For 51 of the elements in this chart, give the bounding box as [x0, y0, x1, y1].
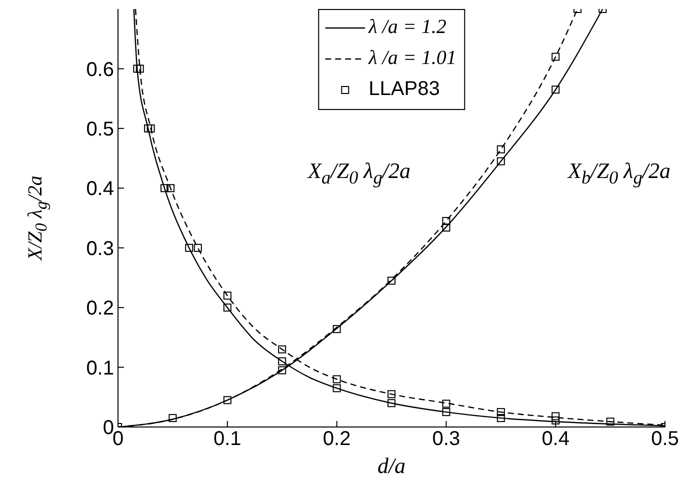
y-tick-label: 0.4 [86, 178, 114, 200]
x-tick-label: 0.5 [651, 428, 679, 450]
y-tick-label: 0.5 [86, 118, 114, 141]
point [278, 357, 286, 366]
annotation: X$_{b}$/Z$_{0}$ λ$_{g}$/2a [568, 158, 670, 188]
point [278, 366, 286, 374]
x-tick-label: 0.4 [542, 428, 570, 450]
point [552, 52, 560, 61]
x-tick-label: 0.3 [432, 428, 460, 450]
point [223, 292, 232, 300]
y-tick-label: 0.1 [86, 357, 114, 380]
point [168, 414, 177, 422]
point [223, 396, 232, 404]
point [442, 216, 450, 225]
point [496, 408, 505, 416]
point [388, 390, 396, 398]
legend-label: LLAP83 [368, 78, 440, 101]
point [606, 418, 614, 426]
point [496, 157, 505, 166]
point [144, 124, 152, 132]
point [332, 325, 341, 334]
y-tick-label: 0.2 [86, 298, 114, 320]
point [332, 384, 341, 392]
point [552, 86, 560, 94]
point [442, 408, 450, 416]
point [146, 124, 155, 132]
x-axis-title: d/a [376, 453, 407, 479]
point [185, 244, 194, 252]
legend-label: λ /a = 1.2 [368, 16, 446, 39]
annotation: X$_{a}$/Z$_{0}$ λ$_{g}$/2a [308, 158, 410, 188]
point [133, 64, 142, 73]
point [160, 184, 168, 192]
point [442, 224, 450, 232]
point [223, 304, 232, 312]
point [332, 375, 341, 384]
x-tick-label: 0.1 [213, 428, 242, 450]
point [166, 184, 175, 192]
point [552, 416, 560, 424]
y-tick-label: 0.3 [86, 238, 114, 260]
y-tick-label: 0.6 [86, 58, 114, 81]
x-tick-label: 0.2 [322, 428, 351, 450]
point [136, 64, 144, 73]
point [388, 276, 396, 285]
point [496, 414, 505, 422]
legend-label: λ /a = 1.01 [368, 47, 456, 70]
point [442, 400, 450, 408]
point [278, 345, 286, 354]
point [496, 145, 505, 154]
point [194, 244, 202, 252]
point [552, 412, 560, 420]
point [388, 399, 396, 408]
